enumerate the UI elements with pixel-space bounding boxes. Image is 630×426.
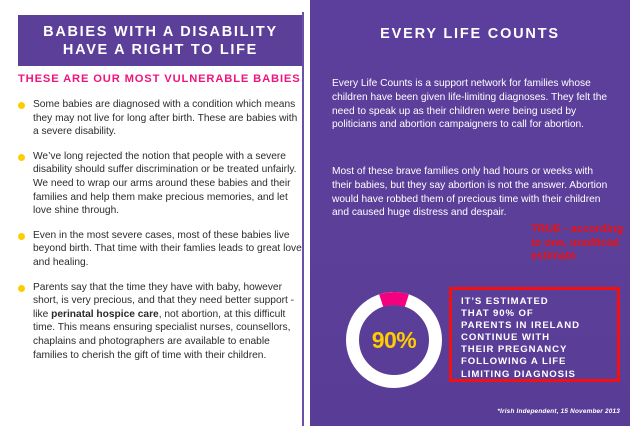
left-panel: BABIES WITH A DISABILITY HAVE A RIGHT TO… bbox=[0, 0, 304, 426]
list-item: We’ve long rejected the notion that peop… bbox=[18, 150, 303, 218]
callout-text: IT’S ESTIMATED THAT 90% OF PARENTS IN IR… bbox=[461, 296, 580, 380]
list-item-text: Parents say that the time they have with… bbox=[33, 281, 303, 363]
list-item-text-after: , not abortion, at this difficult time. … bbox=[33, 308, 291, 361]
donut-chart-svg bbox=[346, 292, 442, 388]
list-item: Even in the most severe cases, most of t… bbox=[18, 229, 303, 270]
right-panel-paragraph-2: Most of these brave families only had ho… bbox=[332, 166, 608, 219]
left-panel-banner: BABIES WITH A DISABILITY HAVE A RIGHT TO… bbox=[18, 15, 303, 66]
bullet-dot-icon bbox=[18, 102, 25, 109]
right-panel-title: EVERY LIFE COUNTS bbox=[380, 26, 560, 42]
list-item-text-emphasis: perinatal hospice care bbox=[51, 308, 159, 320]
bullet-list: Some babies are diagnosed with a conditi… bbox=[18, 98, 303, 373]
donut-center-label: 90% bbox=[371, 326, 417, 353]
bullet-dot-icon bbox=[18, 153, 25, 161]
panel-divider bbox=[302, 12, 304, 426]
bullet-dot-icon bbox=[18, 284, 25, 292]
true-annotation: TRUE - according to one, unofficial esti… bbox=[531, 223, 624, 262]
list-item: Parents say that the time they have with… bbox=[18, 281, 303, 363]
list-item-text-before: Parents say that the time they have with… bbox=[33, 281, 295, 320]
right-panel-paragraph-1: Every Life Counts is a support network f… bbox=[332, 78, 608, 131]
callout-box: IT’S ESTIMATED THAT 90% OF PARENTS IN IR… bbox=[449, 287, 620, 382]
bullet-dot-icon bbox=[18, 232, 25, 240]
left-panel-subtitle: THESE ARE OUR MOST VULNERABLE BABIES bbox=[18, 73, 301, 85]
list-item-text: We’ve long rejected the notion that peop… bbox=[33, 150, 297, 217]
left-panel-title: BABIES WITH A DISABILITY HAVE A RIGHT TO… bbox=[43, 23, 278, 58]
list-item-text: Even in the most severe cases, most of t… bbox=[33, 229, 302, 268]
donut-chart: 90% bbox=[342, 288, 446, 392]
right-panel: EVERY LIFE COUNTS Every Life Counts is a… bbox=[310, 0, 630, 426]
list-item-text: Some babies are diagnosed with a conditi… bbox=[33, 99, 298, 138]
source-footnote: *Irish Independent, 15 November 2013 bbox=[497, 408, 620, 415]
list-item: Some babies are diagnosed with a conditi… bbox=[18, 98, 303, 139]
